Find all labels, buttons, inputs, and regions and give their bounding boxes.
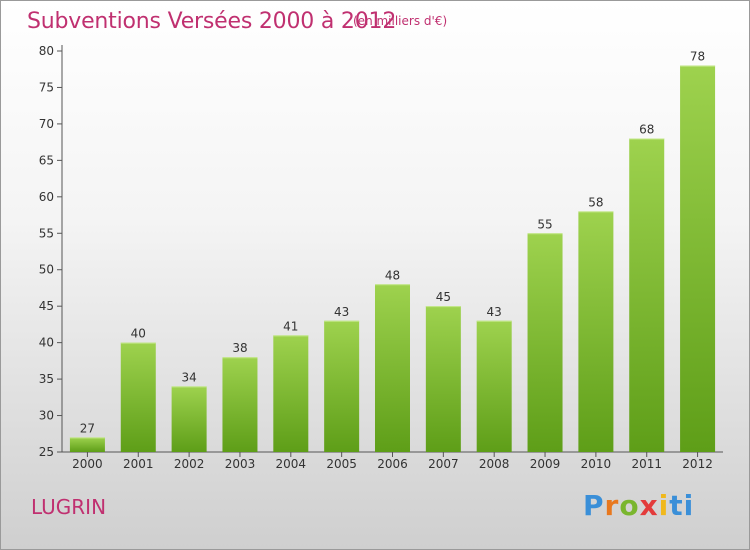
y-tick-label: 55 <box>39 226 54 240</box>
commune-name: LUGRIN <box>31 495 107 519</box>
bar-data-label: 34 <box>181 370 196 384</box>
bar <box>273 335 309 452</box>
proxiti-logo: Proxiti <box>583 489 694 522</box>
bar-data-label: 41 <box>283 319 298 333</box>
x-tick-label: 2000 <box>72 457 103 471</box>
bar <box>324 320 360 452</box>
logo-letter: ti <box>669 489 695 522</box>
bar <box>527 233 563 452</box>
chart-subtitle: (en milliers d'€) <box>353 14 448 28</box>
bar <box>629 138 665 452</box>
bar-data-label: 40 <box>131 327 146 341</box>
y-tick-label: 80 <box>39 44 54 58</box>
bar-data-label: 78 <box>690 50 705 64</box>
bar-data-label: 43 <box>334 305 349 319</box>
bar <box>120 342 156 452</box>
bar <box>375 284 410 452</box>
bar-data-label: 27 <box>80 421 95 435</box>
bar <box>425 306 461 452</box>
x-tick-label: 2006 <box>377 457 408 471</box>
logo-letter: o <box>619 489 640 522</box>
y-tick-label: 70 <box>39 117 54 131</box>
bar-data-label: 48 <box>385 268 400 282</box>
x-tick-label: 2003 <box>225 457 256 471</box>
bar <box>476 320 512 452</box>
y-tick-label: 30 <box>39 409 54 423</box>
bar-data-label: 38 <box>232 341 247 355</box>
y-tick-label: 60 <box>39 190 54 204</box>
chart-data-labels: 27 40 34 38 41 43 48 45 43 55 58 68 78 <box>80 50 705 436</box>
x-tick-label: 2009 <box>530 457 561 471</box>
x-tick-label: 2012 <box>682 457 713 471</box>
chart-title: Subventions Versées 2000 à 2012 <box>27 9 397 34</box>
bar <box>680 65 716 452</box>
bar <box>171 386 207 452</box>
y-tick-label: 75 <box>39 80 54 94</box>
y-tick-label: 35 <box>39 372 54 386</box>
x-tick-label: 2005 <box>326 457 357 471</box>
y-tick-label: 50 <box>39 263 54 277</box>
x-tick-label: 2004 <box>276 457 307 471</box>
x-tick-label: 2001 <box>123 457 154 471</box>
x-tick-label: 2007 <box>428 457 459 471</box>
bar <box>222 357 258 452</box>
y-tick-label: 40 <box>39 336 54 350</box>
bar <box>69 437 105 452</box>
y-tick-label: 25 <box>39 445 54 459</box>
y-tick-label: 45 <box>39 299 54 313</box>
bar-data-label: 43 <box>487 305 502 319</box>
x-tick-label: 2008 <box>479 457 510 471</box>
x-tick-label: 2010 <box>581 457 612 471</box>
logo-letter: r <box>604 489 620 522</box>
bar <box>578 211 614 452</box>
y-tick-label: 65 <box>39 153 54 167</box>
chart-bars <box>69 65 716 452</box>
bar-data-label: 55 <box>537 217 552 231</box>
logo-letter: P <box>583 489 605 522</box>
bar-data-label: 68 <box>639 122 654 136</box>
chart-axes: 25 30 35 40 45 50 55 60 65 70 75 80 2000 2001 2002 2003… <box>39 44 723 471</box>
x-tick-label: 2011 <box>631 457 662 471</box>
bar-data-label: 58 <box>588 195 603 209</box>
logo-letter: i <box>658 489 670 522</box>
x-tick-label: 2002 <box>174 457 205 471</box>
bar-data-label: 45 <box>436 290 451 304</box>
logo-letter: x <box>639 489 659 522</box>
